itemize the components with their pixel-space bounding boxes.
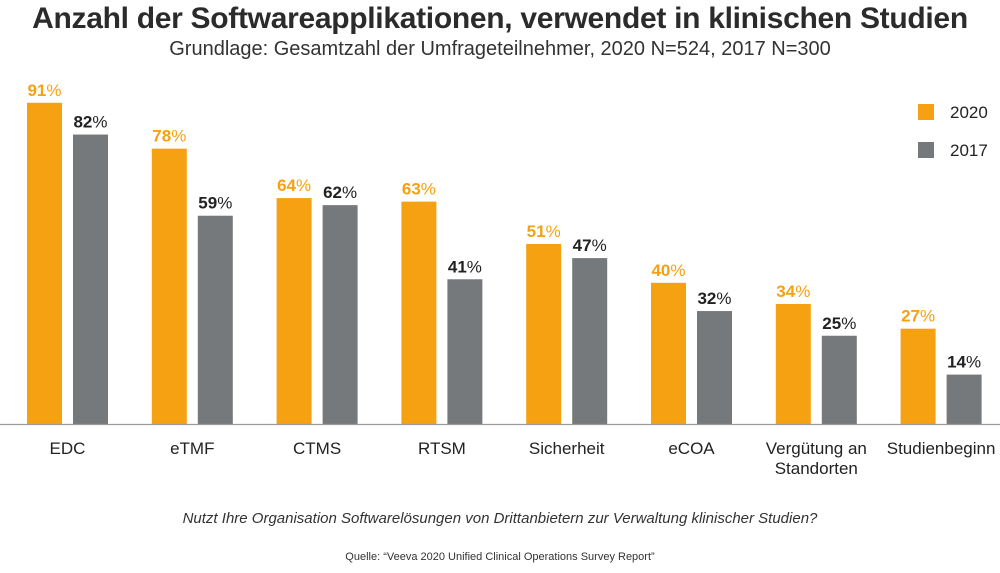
- bar-2020-0: [27, 102, 62, 425]
- bar-2020-2: [276, 198, 312, 424]
- bar-2017-6: [821, 335, 857, 424]
- bar-2017-7: [946, 374, 982, 424]
- data-label-2017-0: 82%: [73, 113, 107, 132]
- data-label-2017-4: 47%: [573, 236, 607, 255]
- data-label-2020-5: 40%: [651, 261, 685, 280]
- chart-title: Anzahl der Softwareapplikationen, verwen…: [32, 2, 968, 35]
- data-label-2017-6: 25%: [822, 314, 856, 333]
- chart-subtitle: Grundlage: Gesamtzahl der Umfrageteilneh…: [169, 38, 831, 60]
- category-label-4: Sicherheit: [529, 439, 605, 458]
- category-label-0: EDC: [50, 439, 86, 458]
- bar-2017-5: [697, 311, 732, 424]
- bar-2017-4: [572, 258, 608, 424]
- data-label-2020-3: 63%: [402, 180, 436, 199]
- data-label-2017-1: 59%: [198, 194, 232, 213]
- data-label-2017-7: 14%: [947, 353, 981, 372]
- data-label-2020-6: 34%: [776, 282, 810, 301]
- data-label-2017-2: 62%: [323, 183, 357, 202]
- category-label-1: eTMF: [170, 439, 214, 458]
- bar-2020-3: [401, 201, 437, 424]
- bar-2020-5: [651, 282, 686, 424]
- bar-2017-1: [197, 215, 233, 424]
- category-label-2: CTMS: [293, 439, 341, 458]
- legend-label-2020: 2020: [950, 103, 988, 122]
- category-label-5: eCOA: [668, 439, 715, 458]
- legend-label-2017: 2017: [950, 141, 988, 160]
- legend-swatch-2020: [918, 104, 934, 120]
- bar-2020-7: [900, 328, 936, 424]
- survey-question: Nutzt Ihre Organisation Softwarelösungen…: [182, 510, 818, 527]
- category-label-3: RTSM: [418, 439, 466, 458]
- category-label-7: Studienbeginn: [887, 439, 996, 458]
- bar-2017-2: [322, 205, 358, 424]
- bar-2017-3: [447, 279, 483, 424]
- data-label-2020-0: 91%: [27, 81, 61, 100]
- data-label-2017-5: 32%: [697, 289, 731, 308]
- bar-2020-6: [775, 303, 811, 424]
- data-label-2017-3: 41%: [448, 257, 482, 276]
- legend-swatch-2017: [918, 142, 934, 158]
- bar-2020-4: [526, 243, 562, 424]
- data-label-2020-1: 78%: [152, 127, 186, 146]
- source-note: Quelle: “Veeva 2020 Unified Clinical Ope…: [345, 551, 655, 563]
- category-label-6: Vergütung an Standorten: [766, 439, 867, 478]
- bar-2017-0: [73, 134, 108, 425]
- data-label-2020-7: 27%: [901, 307, 935, 326]
- data-label-2020-4: 51%: [527, 222, 561, 241]
- bar-2020-1: [151, 148, 187, 424]
- data-label-2020-2: 64%: [277, 176, 311, 195]
